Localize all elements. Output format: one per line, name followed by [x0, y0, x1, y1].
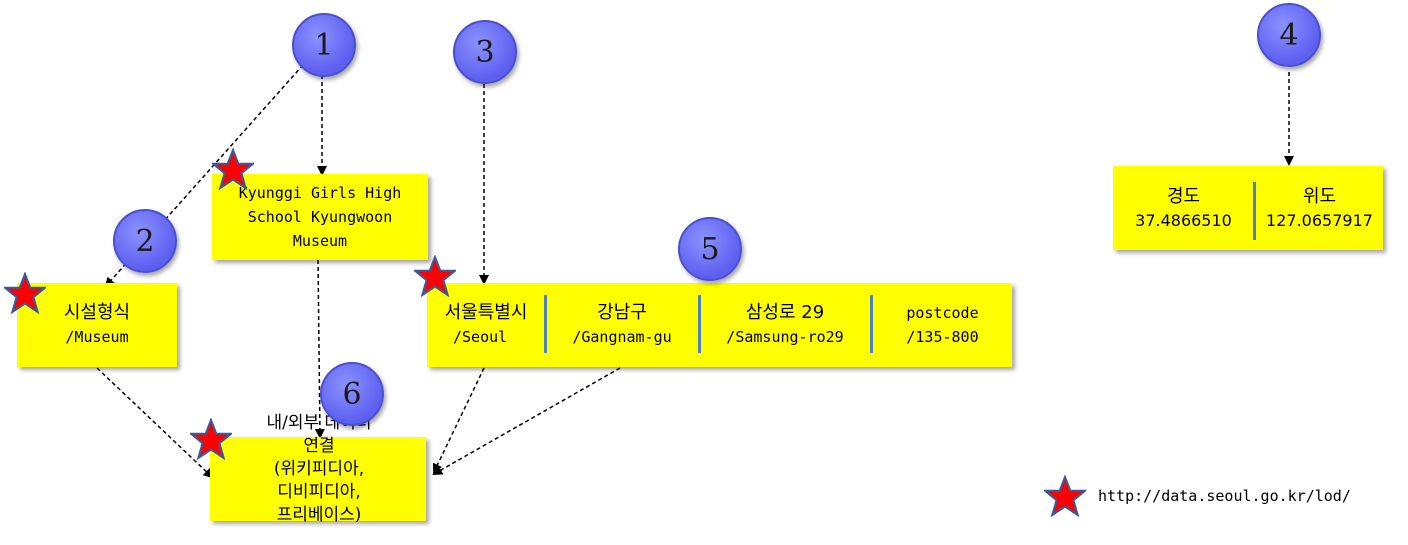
latitude-label: 위도	[1302, 186, 1337, 207]
museum-line-3: Museum	[292, 232, 348, 250]
address-street-ko: 삼성로 29	[745, 302, 825, 323]
address-separator	[698, 295, 701, 353]
coords-node: 경도 37.4866510 위도 127.0657917	[1113, 166, 1383, 250]
facility-type-en: /Museum	[65, 328, 129, 346]
star-icon	[4, 272, 46, 314]
address-cell-city: 서울특별시 /Seoul	[427, 283, 545, 367]
star-icon	[190, 418, 232, 460]
arrow-museum-to-linked	[314, 259, 325, 439]
arrow-facility-to-linked	[96, 367, 214, 479]
facility-node: 시설형식 /Museum	[17, 283, 177, 367]
arrow-seoul-to-linked	[432, 367, 485, 474]
latitude-value: 127.0657917	[1266, 211, 1373, 230]
coords-separator	[1253, 182, 1256, 240]
address-cell-street: 삼성로 29 /Samsung-ro29	[701, 283, 869, 367]
legend-url: http://data.seoul.go.kr/lod/	[1098, 487, 1351, 505]
address-postcode-value: /135-800	[906, 328, 979, 346]
address-separator	[870, 295, 873, 353]
star-icon	[414, 255, 456, 297]
linked-line: 연결	[303, 436, 335, 456]
badge-2: 2	[113, 209, 177, 273]
linked-line: 내/외부 데이터	[266, 413, 372, 433]
coords-cell-latitude: 위도 127.0657917	[1256, 166, 1383, 250]
star-icon	[212, 148, 254, 190]
address-city-en: /Seoul	[453, 328, 508, 346]
museum-line-2: School Kyungwoon	[247, 208, 393, 226]
arrow-gangnam-to-linked	[432, 367, 621, 475]
linked-data-text: 내/외부 데이터 연결 (위키피디아, 디비피디아, 프리베이스)	[210, 412, 428, 527]
address-separator	[544, 295, 547, 353]
facility-type-ko: 시설형식	[63, 302, 131, 323]
linked-line: 프리베이스)	[276, 505, 362, 525]
badge-6: 6	[320, 362, 384, 426]
badge-5: 5	[678, 217, 742, 281]
museum-node: Kyunggi Girls High School Kyungwoon Muse…	[212, 174, 428, 260]
address-node: 서울특별시 /Seoul 강남구 /Gangnam-gu 삼성로 29 /Sam…	[427, 283, 1012, 367]
longitude-value: 37.4866510	[1135, 211, 1232, 230]
address-district-ko: 강남구	[597, 302, 647, 323]
address-district-en: /Gangnam-gu	[572, 328, 672, 346]
address-postcode-label: postcode	[906, 304, 979, 322]
linked-data-node	[210, 437, 426, 521]
linked-line: 디비피디아,	[277, 482, 361, 502]
legend-star-icon	[1044, 475, 1086, 517]
badge-1: 1	[292, 13, 356, 77]
badge-3: 3	[453, 20, 517, 84]
address-cell-district: 강남구 /Gangnam-gu	[547, 283, 697, 367]
address-cell-postcode: postcode /135-800	[873, 283, 1012, 367]
longitude-label: 경도	[1166, 186, 1201, 207]
badge-4: 4	[1257, 3, 1321, 67]
address-street-en: /Samsung-ro29	[726, 328, 844, 346]
museum-line-1: Kyunggi Girls High	[238, 184, 402, 202]
coords-cell-longitude: 경도 37.4866510	[1113, 166, 1254, 250]
linked-line: (위키피디아,	[273, 459, 365, 479]
address-city-ko: 서울특별시	[444, 302, 528, 323]
